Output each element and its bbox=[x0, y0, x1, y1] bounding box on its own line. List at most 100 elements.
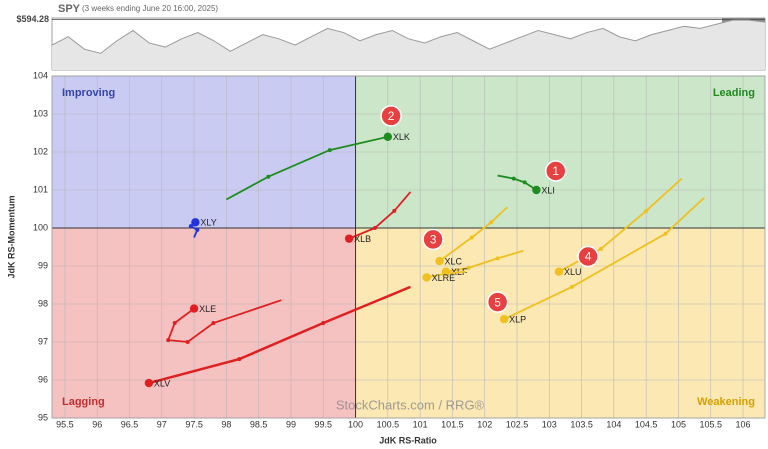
tail-point bbox=[443, 271, 448, 276]
y-tick-label: 102 bbox=[33, 146, 48, 156]
annotation-badge bbox=[486, 291, 509, 313]
x-tick-label: 101 bbox=[413, 419, 428, 429]
price-area bbox=[52, 20, 765, 70]
x-axis-title: JdK RS-Ratio bbox=[379, 435, 437, 445]
watermark: StockCharts.com / RRG® bbox=[336, 397, 485, 412]
y-tick-label: 101 bbox=[33, 184, 48, 194]
annotation-badge bbox=[422, 228, 444, 251]
x-tick-label: 106 bbox=[736, 419, 751, 429]
x-tick-label: 105.5 bbox=[699, 419, 722, 429]
x-tick-label: 97.5 bbox=[185, 419, 203, 429]
annotation-number: 5 bbox=[494, 295, 501, 309]
price-subtitle: (3 weeks ending June 20 16:00, 2025) bbox=[82, 4, 218, 13]
x-tick-label: 104.5 bbox=[635, 419, 658, 429]
annotation-number: 4 bbox=[585, 250, 592, 264]
x-tick-label: 98 bbox=[221, 419, 231, 429]
tail-point bbox=[195, 227, 200, 232]
x-tick-label: 96.5 bbox=[121, 419, 139, 429]
price-title: SPY bbox=[58, 3, 81, 15]
tail-point bbox=[321, 321, 326, 325]
y-tick-label: 104 bbox=[33, 70, 48, 80]
quadrant-label: Weakening bbox=[697, 396, 755, 408]
tail-line bbox=[445, 249, 524, 273]
tail-point bbox=[663, 231, 668, 236]
tail-point bbox=[172, 321, 177, 325]
series-label: XLB bbox=[354, 234, 371, 244]
price-tick-label: $594.28 bbox=[16, 14, 49, 24]
annotation-number: 3 bbox=[430, 233, 437, 247]
tail-point bbox=[598, 246, 603, 251]
x-tick-label: 101.5 bbox=[441, 419, 464, 429]
annotation-number: 2 bbox=[388, 109, 395, 123]
quadrant-label: Leading bbox=[713, 87, 755, 99]
head-point bbox=[554, 267, 564, 276]
tail-point bbox=[237, 357, 242, 362]
tail-line bbox=[166, 299, 282, 343]
series-label: XLRE bbox=[432, 273, 456, 283]
x-tick-label: 97 bbox=[157, 419, 167, 429]
tail-point bbox=[266, 174, 271, 179]
series-label: XLI bbox=[541, 185, 555, 195]
annotation-number: 1 bbox=[552, 164, 559, 178]
y-tick-label: 100 bbox=[33, 222, 48, 232]
y-tick-label: 98 bbox=[38, 298, 48, 308]
quadrant-label: Improving bbox=[62, 87, 115, 99]
tail-point bbox=[392, 208, 397, 213]
x-tick-label: 103 bbox=[542, 419, 557, 429]
x-tick-label: 104 bbox=[606, 419, 621, 429]
tail-point bbox=[469, 235, 474, 240]
tail-point bbox=[211, 321, 216, 325]
head-point bbox=[435, 256, 444, 266]
head-point bbox=[422, 273, 431, 282]
tail-point bbox=[511, 176, 516, 181]
tail-point bbox=[495, 256, 500, 261]
y-tick-label: 96 bbox=[38, 374, 48, 384]
series-label: XLP bbox=[509, 315, 526, 325]
price-line bbox=[51, 19, 766, 54]
tail-point bbox=[522, 180, 527, 185]
tail-line bbox=[225, 135, 389, 201]
x-tick-label: 103.5 bbox=[570, 419, 593, 429]
series-label: XLE bbox=[199, 304, 216, 314]
tail-point bbox=[166, 338, 171, 343]
tail-line bbox=[503, 196, 705, 321]
tail-point bbox=[569, 284, 574, 289]
x-tick-label: 102 bbox=[477, 419, 492, 429]
head-point bbox=[189, 304, 199, 313]
tail-point bbox=[327, 148, 332, 153]
annotation-badge bbox=[577, 245, 599, 268]
head-point bbox=[191, 218, 200, 227]
x-tick-label: 98.5 bbox=[250, 419, 268, 429]
x-tick-label: 95.5 bbox=[56, 419, 74, 429]
x-tick-label: 100.5 bbox=[377, 419, 400, 429]
tail-point bbox=[466, 265, 471, 270]
y-tick-label: 95 bbox=[38, 412, 48, 422]
series-label: XLY bbox=[200, 218, 216, 228]
x-tick-label: 102.5 bbox=[506, 419, 529, 429]
tail-point bbox=[372, 226, 377, 230]
tail-line bbox=[497, 174, 537, 191]
tail-point bbox=[489, 220, 494, 225]
y-tick-label: 99 bbox=[38, 260, 48, 270]
quadrant-lagging bbox=[52, 228, 356, 418]
quadrant-weakening bbox=[355, 228, 765, 418]
tail-line bbox=[148, 285, 411, 385]
series-label: XLV bbox=[154, 378, 170, 388]
annotation-badge bbox=[545, 160, 567, 182]
head-point bbox=[499, 315, 509, 324]
plot-frame bbox=[51, 75, 766, 419]
x-tick-label: 100 bbox=[348, 419, 363, 429]
quadrant-label: Lagging bbox=[62, 396, 105, 408]
y-axis-title: JdK RS-Momentum bbox=[6, 196, 16, 279]
x-tick-label: 96 bbox=[92, 419, 102, 429]
series-label: XLU bbox=[564, 267, 582, 277]
tail-point bbox=[188, 224, 193, 229]
y-tick-label: 97 bbox=[38, 336, 48, 346]
head-point bbox=[144, 378, 154, 388]
tail-point bbox=[185, 340, 190, 344]
tail-point bbox=[644, 208, 649, 213]
x-tick-label: 99 bbox=[286, 419, 296, 429]
y-tick-label: 103 bbox=[33, 108, 48, 118]
head-point bbox=[344, 234, 354, 243]
